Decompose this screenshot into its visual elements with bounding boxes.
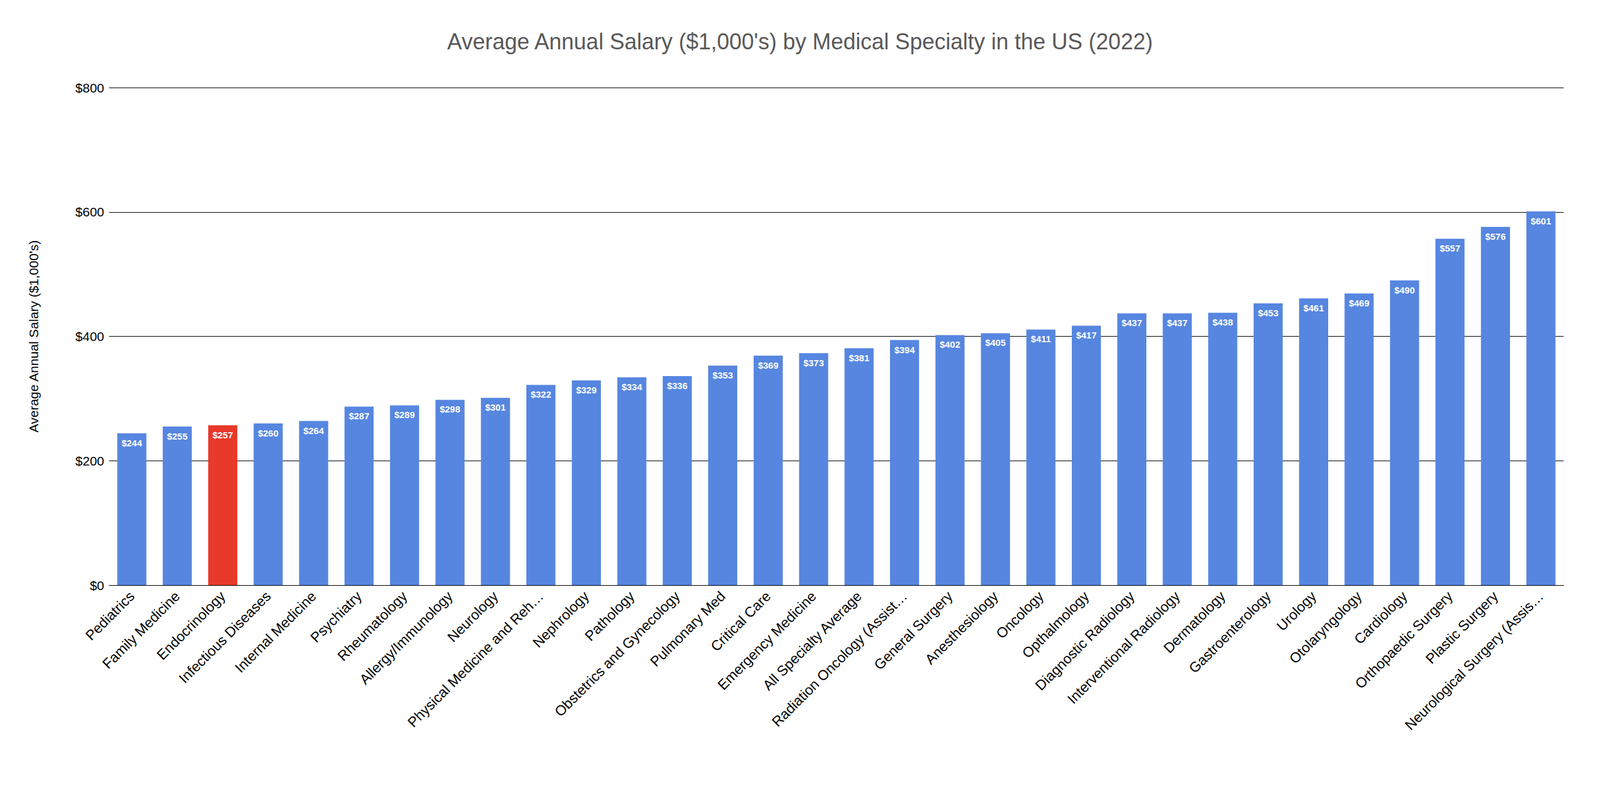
svg-text:$289: $289: [394, 409, 415, 420]
svg-text:$0: $0: [89, 578, 105, 593]
svg-text:$576: $576: [1485, 231, 1506, 242]
svg-text:$453: $453: [1257, 307, 1279, 319]
svg-text:Diagnostic Radiology: Diagnostic Radiology: [1032, 587, 1138, 694]
svg-text:$255: $255: [167, 430, 188, 442]
svg-text:All Specialty Average: All Specialty Average: [759, 587, 865, 694]
svg-text:Gastroenterology: Gastroenterology: [1185, 587, 1274, 676]
svg-text:Orthopaedic Surgery: Orthopaedic Surgery: [1351, 587, 1456, 692]
svg-text:Otolaryngology: Otolaryngology: [1286, 587, 1366, 667]
svg-text:$353: $353: [712, 369, 733, 381]
svg-text:$469: $469: [1348, 297, 1369, 309]
svg-text:$437: $437: [1121, 317, 1143, 328]
svg-text:Internal Medicine: Internal Medicine: [231, 587, 320, 676]
svg-text:$336: $336: [666, 380, 688, 391]
svg-text:Average Annual Salary ($1,000': Average Annual Salary ($1,000's): [26, 240, 41, 433]
svg-text:Oncology: Oncology: [992, 587, 1047, 642]
svg-text:Physical Medicine and Reh…: Physical Medicine and Reh…: [404, 587, 547, 731]
svg-text:$329: $329: [576, 384, 597, 396]
svg-text:$200: $200: [75, 453, 105, 468]
svg-text:Cardiology: Cardiology: [1351, 587, 1411, 648]
svg-text:$461: $461: [1303, 302, 1324, 314]
svg-text:Dermatology: Dermatology: [1160, 587, 1229, 656]
svg-text:Neurological Surgery (Assis…: Neurological Surgery (Assis…: [1401, 587, 1547, 733]
svg-text:Anesthesiology: Anesthesiology: [922, 587, 1002, 667]
svg-text:$381: $381: [848, 352, 870, 364]
svg-text:$490: $490: [1394, 284, 1415, 296]
svg-text:$301: $301: [485, 401, 506, 413]
svg-text:$438: $438: [1212, 316, 1233, 328]
svg-text:$322: $322: [530, 388, 552, 400]
svg-text:Infectious Diseases: Infectious Diseases: [175, 587, 274, 687]
svg-text:Urology: Urology: [1273, 587, 1320, 634]
svg-text:$557: $557: [1439, 242, 1461, 254]
svg-text:Obstetrics and Gynecology: Obstetrics and Gynecology: [551, 587, 683, 720]
svg-text:$600: $600: [75, 204, 105, 219]
svg-text:Family Medicine: Family Medicine: [99, 587, 184, 672]
svg-text:$405: $405: [984, 337, 1006, 348]
svg-text:Average Annual Salary ($1,000': Average Annual Salary ($1,000's) by Medi…: [447, 28, 1154, 55]
svg-text:$298: $298: [439, 403, 460, 415]
svg-text:Psychiatry: Psychiatry: [307, 587, 365, 646]
svg-text:$402: $402: [939, 338, 961, 350]
svg-text:$244: $244: [121, 437, 143, 449]
svg-text:Pediatrics: Pediatrics: [82, 587, 138, 644]
svg-text:General Surgery: General Surgery: [870, 587, 956, 673]
svg-text:$287: $287: [348, 410, 370, 421]
svg-text:Radiation Oncology (Assist…: Radiation Oncology (Assist…: [768, 587, 911, 730]
svg-text:$437: $437: [1166, 317, 1188, 328]
svg-text:Allergy/Immunology: Allergy/Immunology: [356, 587, 456, 687]
svg-text:Neurology: Neurology: [444, 587, 502, 645]
svg-text:Emergency Medicine: Emergency Medicine: [714, 587, 820, 693]
svg-text:Plastic Surgery: Plastic Surgery: [1422, 587, 1502, 667]
svg-text:$800: $800: [75, 80, 105, 95]
svg-text:$417: $417: [1076, 329, 1097, 341]
svg-text:Nephrology: Nephrology: [529, 587, 593, 651]
svg-text:Endocrinology: Endocrinology: [153, 587, 229, 663]
svg-text:Rheumatology: Rheumatology: [334, 587, 411, 664]
svg-text:$373: $373: [803, 357, 824, 368]
svg-text:$411: $411: [1031, 333, 1052, 344]
svg-text:$334: $334: [621, 381, 643, 392]
svg-text:$264: $264: [303, 425, 325, 436]
svg-text:$394: $394: [894, 344, 916, 356]
svg-text:Pulmonary Med: Pulmonary Med: [647, 587, 729, 670]
svg-text:Pathology: Pathology: [581, 587, 638, 644]
svg-text:Critical Care: Critical Care: [707, 587, 774, 655]
svg-text:$369: $369: [758, 359, 779, 371]
svg-text:Opthalmology: Opthalmology: [1018, 587, 1093, 662]
svg-text:$257: $257: [212, 429, 233, 441]
svg-text:$400: $400: [75, 329, 105, 344]
svg-text:Interventional Radiology: Interventional Radiology: [1064, 587, 1183, 707]
svg-text:$601: $601: [1530, 215, 1551, 227]
svg-text:$260: $260: [257, 427, 278, 439]
